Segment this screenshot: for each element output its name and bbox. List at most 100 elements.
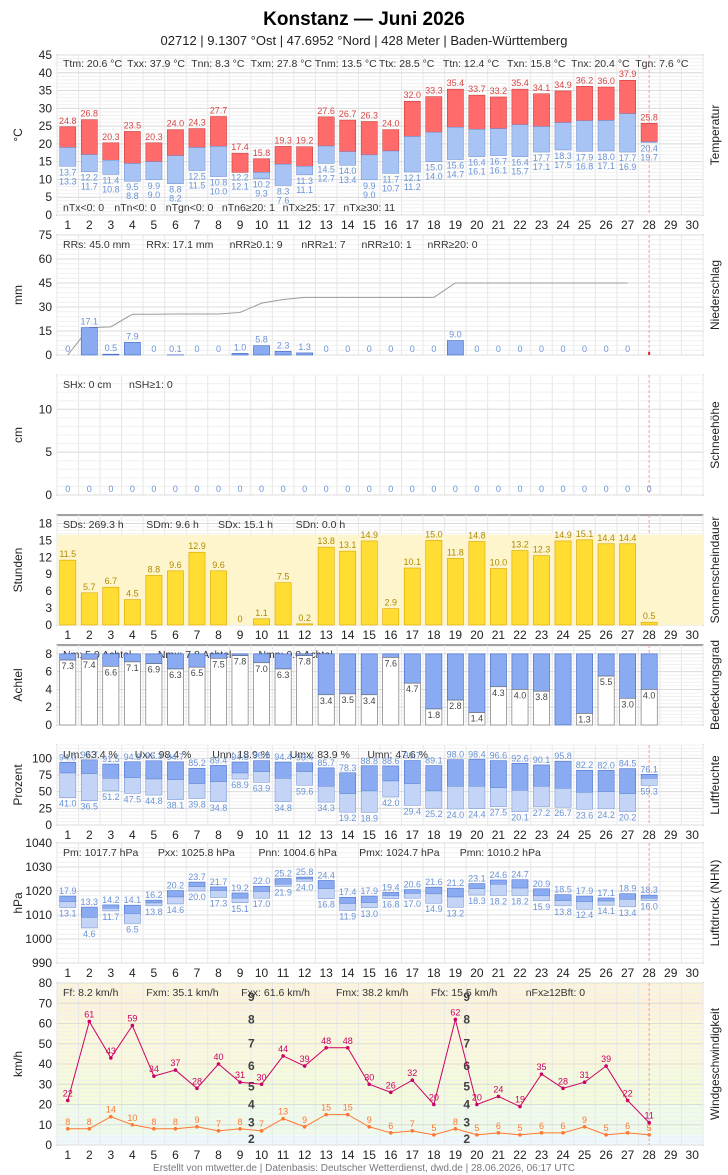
pmax-bar [554, 894, 572, 901]
snow-label: 0 [647, 484, 652, 494]
hum-lower-bar [468, 786, 486, 809]
x-tick-label: 23 [535, 828, 549, 842]
hum-lower-bar [382, 780, 400, 798]
y-tick-label: 5 [45, 445, 52, 459]
snow-label: 0 [582, 484, 587, 494]
x-tick-label: 28 [642, 1148, 656, 1162]
x-tick-label: 8 [215, 1148, 222, 1162]
tmin-bar [619, 113, 636, 153]
hum-upper-bar [274, 761, 292, 779]
y-tick-label: 60 [39, 252, 53, 266]
x-tick-label: 11 [277, 218, 290, 232]
pmax-label: 23.7 [188, 872, 206, 882]
tmin-label: 8.8 [169, 185, 182, 195]
wind-gust-point [539, 1072, 544, 1076]
hum-lower-bar [533, 786, 550, 808]
pmax-label: 20.6 [404, 880, 422, 890]
precip-label: 0 [151, 344, 156, 354]
clear-bar [80, 658, 98, 726]
x-tick-label: 30 [686, 966, 700, 980]
x-tick-label: 21 [492, 966, 506, 980]
umin-label: 41.0 [59, 799, 77, 809]
x-tick-label: 5 [151, 218, 158, 232]
y-tick-label: 70 [39, 996, 53, 1010]
x-tick-label: 14 [341, 628, 355, 642]
pmax-bar [597, 897, 615, 902]
beaufort-label: 3 [463, 1116, 470, 1130]
pmin-label: 13.4 [619, 908, 637, 918]
pmin-label: 18.2 [511, 896, 529, 906]
x-tick-label: 5 [151, 966, 158, 980]
x-tick-label: 5 [151, 628, 158, 642]
y-tick-label: 25 [39, 119, 53, 133]
x-tick-label: 23 [535, 218, 549, 232]
x-tick-label: 13 [319, 628, 333, 642]
tmin-label: 9.9 [363, 181, 376, 191]
beaufort-label: 5 [463, 1079, 470, 1093]
wind-mean-point [582, 1124, 587, 1129]
pmax-bar [447, 887, 464, 898]
hum-upper-bar [490, 760, 507, 788]
precip-label: 0 [431, 344, 436, 354]
sun-bar [446, 558, 464, 626]
pmax-bar [317, 880, 335, 889]
x-tick-label: 30 [686, 1148, 700, 1162]
y-tick-label: 60 [39, 1017, 53, 1031]
hum-upper-bar [317, 767, 335, 787]
side-label: Sonnenscheindauer [708, 517, 722, 624]
tmax-bar [231, 152, 249, 173]
pmin-label: 17.3 [210, 898, 228, 908]
stat-text: nTn6≥20: 1 [222, 202, 275, 214]
sun-bar [296, 623, 314, 626]
stat-text: nRR≥10: 1 [362, 239, 412, 251]
x-tick-label: 10 [255, 1148, 269, 1162]
cloud-label: 7.4 [83, 660, 96, 670]
umax-label: 88.6 [382, 756, 400, 766]
tmin-label: 9.9 [148, 181, 161, 191]
x-tick-label: 2 [86, 828, 93, 842]
wind-mean-label: 8 [238, 1117, 243, 1127]
pmax-bar [296, 876, 313, 880]
precip-label: 0 [388, 344, 393, 354]
stat-text: Pmn: 1010.2 hPa [460, 847, 541, 859]
wind-mean-point [367, 1124, 372, 1129]
x-tick-label: 16 [384, 628, 398, 642]
cloud-bar [274, 653, 292, 670]
umin-label: 26.7 [554, 808, 572, 818]
pmin-bar [339, 903, 357, 911]
umax-label: 98.0 [447, 750, 465, 760]
cloud-label: 7.8 [298, 657, 311, 667]
wind-mean-label: 7 [410, 1119, 415, 1129]
beaufort-label: 7 [248, 1037, 255, 1051]
precip-label: 7.9 [126, 331, 139, 341]
hum-upper-bar [124, 761, 141, 778]
x-tick-label: 25 [578, 628, 592, 642]
y-tick-label: 10 [39, 402, 53, 416]
wind-gust-point [561, 1086, 565, 1091]
precip-label: 0 [345, 344, 350, 354]
side-label: Temperatur [708, 105, 722, 166]
x-tick-label: 26 [599, 628, 613, 642]
sun-label: 14.4 [619, 533, 637, 543]
hum-lower-bar [576, 792, 593, 810]
x-tick-label: 12 [298, 1148, 312, 1162]
chart-title: Konstanz — Juni 2026 [263, 9, 465, 30]
pmin-bar [533, 895, 550, 902]
y-tick-label: 10 [39, 1118, 53, 1132]
x-tick-label: 24 [556, 628, 570, 642]
pmin-bar [274, 884, 292, 887]
x-tick-label: 25 [578, 218, 592, 232]
y-tick-label: 4 [45, 682, 52, 696]
snow-label: 0 [194, 484, 199, 494]
umax-label: 97.7 [81, 750, 99, 760]
pmax-bar [253, 885, 270, 892]
wind-mean-label: 8 [65, 1117, 70, 1127]
wind-gust-label: 28 [192, 1076, 202, 1086]
x-tick-label: 12 [298, 828, 312, 842]
sun-label: 11.8 [447, 547, 464, 557]
tmax-bar [124, 131, 141, 164]
tmax-label: 37.9 [619, 69, 637, 79]
umin-label: 59.3 [640, 786, 658, 796]
wind-gust-label: 59 [127, 1014, 137, 1024]
umax-label: 98.4 [468, 749, 486, 759]
